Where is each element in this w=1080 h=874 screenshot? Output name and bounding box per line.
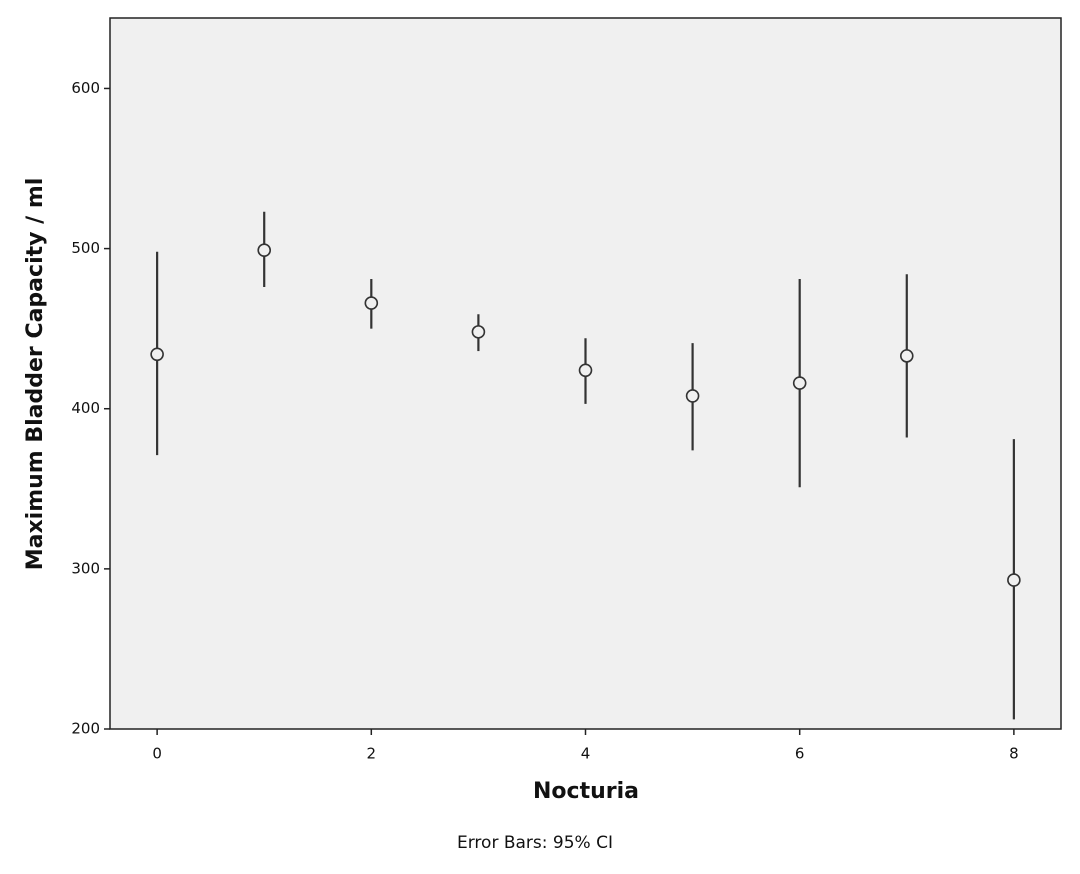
- point: [1007, 573, 1021, 587]
- point: [471, 325, 486, 339]
- point: [150, 347, 164, 362]
- point: [792, 376, 807, 390]
- point: [257, 243, 272, 257]
- x-tick-label: 6: [795, 745, 805, 763]
- y-tick-label: 300: [71, 559, 100, 577]
- point: [899, 349, 914, 363]
- y-tick-label: 600: [71, 79, 100, 97]
- y-axis-label: Maximum Bladder Capacity / ml: [23, 178, 48, 571]
- point: [578, 363, 593, 378]
- annotation: Error Bars: 95% CI: [457, 833, 613, 853]
- x-tick-label: 2: [367, 745, 377, 763]
- y-tick-label: 400: [71, 399, 100, 417]
- x-tick-label: 4: [581, 745, 591, 763]
- point: [364, 296, 379, 310]
- x-tick-label: 0: [152, 745, 162, 763]
- y-tick-label: 200: [71, 720, 100, 738]
- point: [685, 389, 700, 403]
- x-axis-label: Nocturia: [533, 779, 639, 804]
- x-tick-label: 8: [1009, 745, 1019, 763]
- y-tick-label: 500: [71, 239, 100, 257]
